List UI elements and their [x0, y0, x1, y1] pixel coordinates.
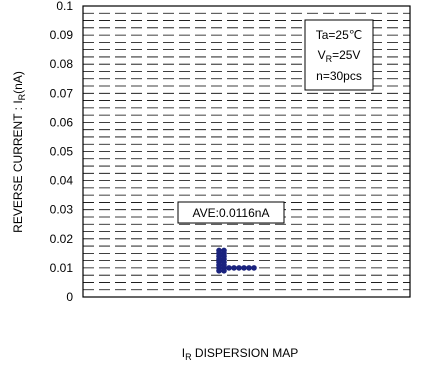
plot-frame	[82, 5, 411, 298]
average-annotation: AVE:0.0116nA	[177, 201, 285, 224]
y-tick-label: 0.07	[50, 86, 74, 100]
y-tick-label: 0.06	[50, 115, 74, 129]
condition-voltage: VR=25V	[318, 48, 361, 64]
conditions-box: Ta=25℃ VR=25V n=30pcs	[304, 19, 374, 91]
data-point	[231, 265, 237, 271]
data-point	[241, 265, 247, 271]
conditions-box-frame	[304, 19, 374, 91]
average-box-frame	[177, 201, 285, 224]
y-tick-label: 0	[66, 290, 73, 304]
average-value: AVE:0.0116nA	[193, 206, 270, 220]
y-tick-label: 0.04	[50, 174, 74, 188]
y-tick-label: 0.08	[50, 57, 74, 71]
data-point	[216, 268, 222, 274]
data-point	[236, 265, 242, 271]
x-axis-label: IR DISPERSION MAP	[182, 346, 299, 362]
y-tick-label: 0.03	[50, 203, 74, 217]
condition-temperature: Ta=25℃	[316, 28, 363, 42]
y-axis-label: REVERSE CURRENT : IR(nA)	[11, 71, 27, 233]
y-axis-ticks: 0 0.01 0.02 0.03 0.04 0.05 0.06 0.07 0.08 0.09 0.1	[50, 0, 74, 304]
data-point	[246, 265, 252, 271]
data-point	[251, 265, 257, 271]
y-tick-label: 0.1	[56, 0, 73, 13]
data-point	[226, 265, 232, 271]
y-tick-label: 0.09	[50, 28, 74, 42]
data-points	[216, 247, 257, 274]
condition-sample-count: n=30pcs	[316, 69, 362, 83]
y-tick-label: 0.05	[50, 145, 74, 159]
y-tick-label: 0.01	[50, 261, 74, 275]
y-tick-label: 0.02	[50, 232, 74, 246]
data-point	[221, 268, 227, 274]
